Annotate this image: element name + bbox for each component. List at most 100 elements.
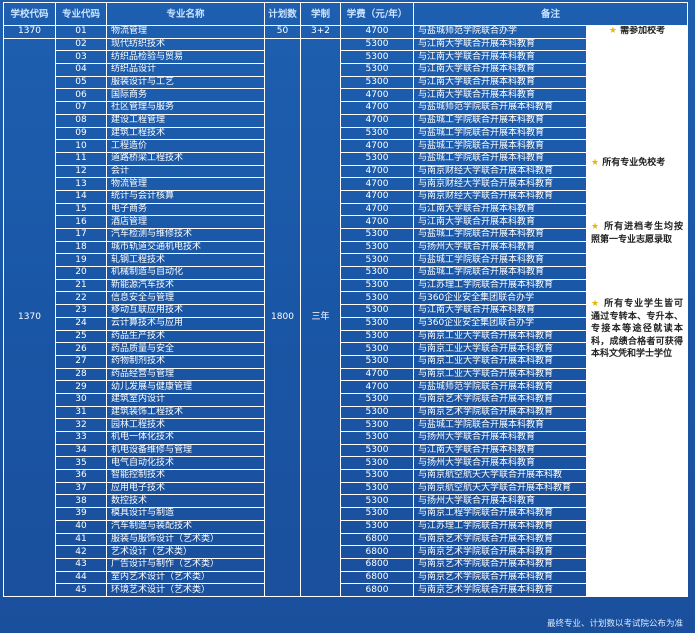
major-code-cell: 18: [55, 240, 107, 255]
major-code-cell: 08: [55, 113, 107, 128]
remark-cell: 与扬州大学联合开展本科教育: [413, 240, 587, 255]
fee-cell: 5300: [340, 481, 414, 496]
table-row: 11 道路桥梁工程技术 5300 与盐城工学院联合开展本科教育: [4, 151, 688, 166]
major-code-cell: 11: [55, 151, 107, 166]
fee-cell: 4700: [340, 139, 414, 153]
table-row: 31 建筑装饰工程技术 5300 与南京艺术学院联合开展本科教育: [4, 405, 688, 420]
major-name-cell: 机电一体化技术: [106, 431, 265, 445]
note-admission: ★ 所有进档考生均按照第一专业志愿录取: [591, 222, 683, 245]
major-name-cell: 轧钢工程技术: [106, 253, 265, 268]
table-row: 1370 01 物流管理 50 3+2 4700 与盐城师范学院联合办学 ★ 需…: [3, 25, 688, 39]
fee-cell: 5300: [340, 304, 414, 318]
major-name-cell: 电子商务: [106, 202, 265, 217]
header-duration: 学制: [300, 2, 341, 26]
header-school-code: 学校代码: [3, 2, 56, 26]
fee-cell: 4700: [340, 202, 414, 217]
major-code-cell: 39: [55, 507, 107, 521]
table-row: 20 机械制造与自动化 5300 与盐城工学院联合开展本科教育: [4, 266, 688, 280]
remark-cell: 与南京艺术学院联合开展本科教育: [413, 545, 587, 559]
header-major-name: 专业名称: [106, 2, 265, 26]
major-code-cell: 44: [55, 570, 107, 585]
fee-cell: 6800: [340, 570, 414, 585]
major-name-cell: 信息安全与管理: [106, 291, 265, 306]
major-code-cell: 28: [55, 367, 107, 382]
remark-cell: 与江南大学联合开展本科教育: [413, 202, 587, 217]
fee-cell: 4700: [340, 189, 414, 204]
header-remark: 备注: [413, 2, 688, 26]
major-name-cell: 艺术设计（艺术类）: [106, 545, 265, 559]
fee-cell: 5300: [340, 469, 414, 483]
table-row: 08 建设工程管理 4700 与盐城工学院联合开展本科教育: [4, 113, 688, 128]
remark-cell: 与扬州大学联合开展本科教育: [413, 494, 587, 509]
fee-cell: 4700: [340, 25, 414, 39]
fee-cell: 4700: [340, 88, 414, 103]
fee-cell: 6800: [340, 545, 414, 559]
table-row: 03 纺织品检验与贸易 5300 与江南大学联合开展本科教育: [4, 50, 688, 65]
remark-cell: 与江苏理工学院联合开展本科教育: [413, 278, 587, 293]
major-code-cell: 34: [55, 443, 107, 458]
fee-cell: 4700: [340, 367, 414, 382]
fee-cell: 4700: [340, 164, 414, 179]
table-row: 36 智能控制技术 5300 与南京航空航天大学联合开展本科教: [4, 469, 688, 483]
major-code-cell: 26: [55, 342, 107, 356]
fee-cell: 4700: [340, 215, 414, 229]
major-name-cell: 新能源汽车技术: [106, 278, 265, 293]
major-name-cell: 服装与服饰设计（艺术类）: [106, 532, 265, 547]
major-code-cell: 22: [55, 291, 107, 306]
fee-cell: 5300: [340, 278, 414, 293]
table-row: 06 国际商务 4700 与江南大学联合开展本科教育: [4, 88, 688, 103]
fee-cell: 5300: [340, 240, 414, 255]
remark-cell: 与南京艺术学院联合开展本科教育: [413, 557, 587, 572]
fee-cell: 5300: [340, 329, 414, 344]
fee-cell: 5300: [340, 494, 414, 509]
fee-cell: 4700: [340, 380, 414, 394]
star-icon: ★: [591, 157, 600, 168]
remark-cell: 与盐城工学院联合开展本科教育: [413, 266, 587, 280]
major-name-cell: 现代纺织技术: [106, 37, 265, 52]
major-code-cell: 16: [55, 215, 107, 229]
table-row: 38 数控技术 5300 与扬州大学联合开展本科教育: [4, 494, 688, 509]
major-name-cell: 机械制造与自动化: [106, 266, 265, 280]
major-name-cell: 工程造价: [106, 139, 265, 153]
notes-cell: ★ 所有专业免校考 ★ 所有进档考生均按照第一专业志愿录取 ★ 所有专业学生皆可通过…: [586, 37, 688, 597]
table-row: 21 新能源汽车技术 5300 与江苏理工学院联合开展本科教育: [4, 278, 688, 293]
major-name-cell: 机电设备维修与管理: [106, 443, 265, 458]
fee-cell: 5300: [340, 507, 414, 521]
major-name-cell: 模具设计与制造: [106, 507, 265, 521]
footer-note: 最终专业、计划数以考试院公布为准: [546, 619, 683, 629]
table-row: 13 物流管理 4700 与南京财经大学联合开展本科教育: [4, 177, 688, 191]
remark-cell: 与360企业安全集团联合办学: [413, 316, 587, 331]
fee-cell: 5300: [340, 316, 414, 331]
major-name-cell: 服装设计与工艺: [106, 75, 265, 90]
major-code-cell: 25: [55, 329, 107, 344]
header-plan: 计划数: [264, 2, 301, 26]
major-name-cell: 药品质量与安全: [106, 342, 265, 356]
remark-cell: 与盐城工学院联合开展本科教育: [413, 113, 587, 128]
fee-cell: 5300: [340, 443, 414, 458]
remark-cell: 与江南大学联合开展本科教育: [413, 37, 587, 52]
remark-cell: 与南京工业大学联合开展本科教育: [413, 329, 587, 344]
remark-cell: 与盐城工学院联合开展本科教育: [413, 139, 587, 153]
major-code-cell: 07: [55, 101, 107, 115]
table-row: 1370 02 现代纺织技术 1800 三年 5300 与江南大学联合开展本科教育 ★ 所有专…: [3, 37, 688, 597]
fee-cell: 5300: [340, 418, 414, 432]
fee-cell: 5300: [340, 392, 414, 407]
major-name-cell: 物流管理: [106, 177, 265, 191]
remark-cell: 与江南大学联合开展本科教育: [413, 88, 587, 103]
remark-cell: 与盐城工学院联合开展本科教育: [413, 228, 587, 242]
table-row: 24 云计算技术与应用 5300 与360企业安全集团联合办学: [4, 316, 688, 331]
table-row: 40 汽车制造与装配技术 5300 与江苏理工学院联合开展本科教育: [4, 519, 688, 534]
table-row: 22 信息安全与管理 5300 与360企业安全集团联合办学: [4, 291, 688, 306]
table-row: 32 园林工程技术 5300 与盐城工学院联合开展本科教育: [4, 418, 688, 432]
table-row: 12 会计 4700 与南京财经大学联合开展本科教育: [4, 164, 688, 179]
major-code-cell: 23: [55, 304, 107, 318]
major-name-cell: 室内艺术设计（艺术类）: [106, 570, 265, 585]
remark-cell: 与南京工业大学联合开展本科教育: [413, 342, 587, 356]
fee-cell: 5300: [340, 50, 414, 65]
major-code-cell: 30: [55, 392, 107, 407]
major-name-cell: 统计与会计核算: [106, 189, 265, 204]
table-row: 34 机电设备维修与管理 5300 与江南大学联合开展本科教育: [4, 443, 688, 458]
table-row: 25 药品生产技术 5300 与南京工业大学联合开展本科教育: [4, 329, 688, 344]
remark-cell: 与南京艺术学院联合开展本科教育: [413, 405, 587, 420]
major-code-cell: 13: [55, 177, 107, 191]
